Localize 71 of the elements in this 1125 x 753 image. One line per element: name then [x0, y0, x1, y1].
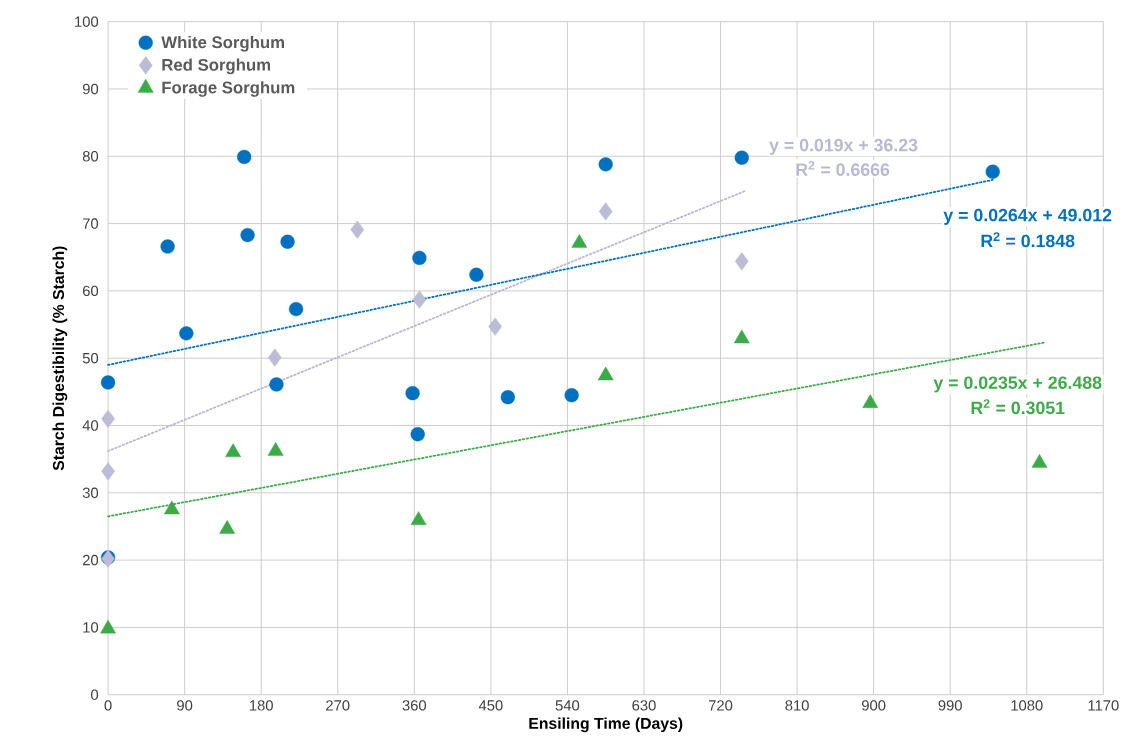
point [267, 348, 282, 367]
legend-label: White Sorghum [161, 35, 285, 52]
point [267, 442, 284, 456]
y-tick-label: 70 [83, 218, 99, 229]
x-tick-label: 720 [708, 700, 733, 711]
x-tick-label: 180 [249, 700, 273, 711]
point [225, 443, 241, 458]
point [734, 150, 749, 165]
point [862, 394, 879, 408]
point [597, 366, 614, 381]
y-tick-label: 80 [82, 151, 99, 162]
annotation: R$^{2}$ = 0.6666 [796, 160, 890, 176]
y-tick-label: 0 [91, 689, 99, 701]
legend-label: Red Sorghum [162, 58, 271, 75]
y-axis-title: Starch Digestibility (% Starch) [52, 246, 68, 471]
point [100, 619, 116, 634]
point [733, 329, 750, 344]
y-tick-label: 30 [82, 487, 99, 499]
x-tick-label: 270 [326, 700, 350, 711]
annotation: R$^{2}$ = 0.1848 [981, 232, 1075, 248]
point [101, 409, 115, 428]
y-tick-label: 50 [82, 353, 99, 364]
point [163, 500, 180, 515]
annotation: R$^{2}$ = 0.3051 [971, 399, 1065, 415]
y-tick-label: 60 [83, 285, 99, 297]
x-tick-label: 90 [177, 700, 193, 711]
x-tick-label: 900 [862, 700, 886, 711]
point [410, 427, 425, 442]
point [160, 239, 175, 254]
point [412, 290, 427, 309]
x-axis-title: Ensiling Time (Days) [529, 717, 683, 733]
point [469, 267, 484, 282]
y-tick-label: 40 [82, 420, 99, 431]
point [1031, 454, 1048, 468]
x-tick-label: 540 [555, 700, 580, 711]
y-tick-label: 90 [82, 83, 99, 95]
y-tick-label: 10 [83, 622, 99, 633]
point [179, 326, 194, 341]
point [410, 511, 427, 526]
y-tick-label: 20 [82, 554, 99, 566]
x-tick-label: 450 [478, 700, 503, 711]
x-tick-label: 0 [104, 700, 112, 711]
x-tick-label: 1170 [1088, 700, 1119, 711]
point [219, 520, 236, 534]
point [488, 317, 502, 336]
x-tick-label: 990 [938, 700, 962, 711]
point [412, 250, 427, 266]
annotation: y = 0.0264x + 49.012 [943, 208, 1112, 225]
point [734, 252, 749, 271]
point [985, 164, 1000, 179]
point [100, 375, 116, 390]
point [598, 202, 613, 221]
point [101, 462, 115, 481]
point [280, 234, 295, 249]
y-tick-label: 100 [75, 16, 99, 27]
point [237, 149, 252, 165]
point [288, 302, 304, 317]
point [598, 157, 613, 172]
annotation: y = 0.019x + 36.23 [769, 138, 918, 155]
legend-label: Forage Sorghum [162, 81, 295, 97]
x-tick-label: 1080 [1011, 700, 1043, 711]
point [240, 228, 255, 243]
point [269, 377, 284, 392]
x-tick-label: 630 [632, 700, 656, 711]
x-tick-label: 810 [785, 700, 809, 711]
point [500, 390, 515, 405]
x-tick-label: 360 [402, 700, 427, 711]
annotation: y = 0.0235x + 26.488 [933, 376, 1102, 393]
point [564, 388, 579, 403]
point [405, 386, 420, 401]
point [350, 220, 365, 239]
